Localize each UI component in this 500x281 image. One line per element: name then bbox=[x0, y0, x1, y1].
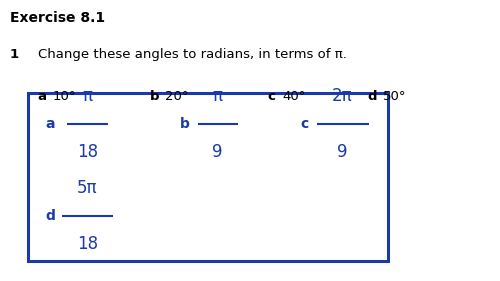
Text: 10°: 10° bbox=[52, 90, 76, 103]
Text: 5π: 5π bbox=[77, 179, 98, 197]
Text: Change these angles to radians, in terms of π.: Change these angles to radians, in terms… bbox=[38, 48, 346, 61]
Text: π: π bbox=[212, 87, 222, 105]
Text: Exercise 8.1: Exercise 8.1 bbox=[10, 11, 105, 25]
Text: 18: 18 bbox=[77, 143, 98, 161]
Text: d: d bbox=[368, 90, 377, 103]
Text: 1: 1 bbox=[10, 48, 19, 61]
Text: 18: 18 bbox=[77, 235, 98, 253]
Text: c: c bbox=[268, 90, 276, 103]
Text: 50°: 50° bbox=[382, 90, 406, 103]
Text: 40°: 40° bbox=[282, 90, 306, 103]
Text: π: π bbox=[82, 87, 92, 105]
Text: d: d bbox=[45, 209, 55, 223]
Text: 9: 9 bbox=[212, 143, 223, 161]
FancyBboxPatch shape bbox=[28, 93, 388, 261]
Text: 9: 9 bbox=[337, 143, 348, 161]
Text: c: c bbox=[300, 117, 308, 131]
Text: 2π: 2π bbox=[332, 87, 353, 105]
Text: a: a bbox=[38, 90, 46, 103]
Text: 20°: 20° bbox=[165, 90, 188, 103]
Text: b: b bbox=[150, 90, 160, 103]
Text: a: a bbox=[45, 117, 54, 131]
Text: b: b bbox=[180, 117, 190, 131]
